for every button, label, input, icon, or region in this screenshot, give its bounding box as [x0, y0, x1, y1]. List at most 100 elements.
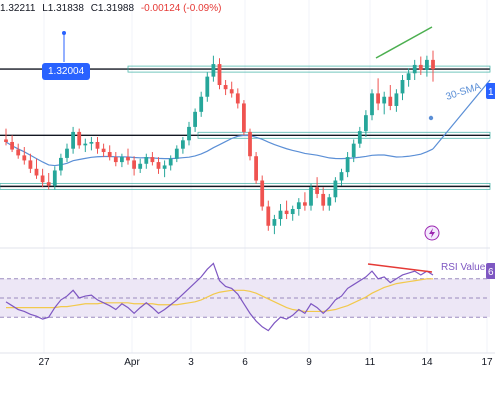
- candle: [364, 115, 368, 132]
- ohlc-open: 1.32211: [0, 3, 36, 14]
- candle: [382, 96, 387, 104]
- candle: [351, 143, 356, 158]
- candle: [59, 157, 63, 171]
- trend-line-green: [375, 26, 433, 59]
- x-tick-label: 17: [481, 357, 493, 368]
- candle: [156, 162, 161, 169]
- ohlc-readout: 1.32211 L1.31838 C1.31988 -0.00124 (-0.0…: [0, 3, 225, 14]
- candle: [376, 93, 380, 104]
- candle: [126, 157, 130, 161]
- x-tick-label: 6: [242, 357, 248, 368]
- candle: [345, 157, 350, 173]
- candle: [199, 96, 204, 112]
- candle: [211, 64, 216, 77]
- candle: [144, 157, 149, 164]
- candle: [278, 210, 283, 220]
- candle: [28, 160, 33, 169]
- x-tick-label: 11: [365, 357, 376, 368]
- ohlc-low: L1.31838: [42, 3, 84, 14]
- x-tick-label: 27: [38, 357, 50, 368]
- candle: [132, 160, 136, 169]
- candle: [229, 89, 234, 94]
- rsi-value-tag-text: 6: [488, 267, 494, 278]
- x-tick-label: 9: [306, 357, 312, 368]
- candle: [370, 93, 374, 116]
- sr-zone-1: [127, 65, 491, 73]
- ohlc-close: C1.31988: [90, 3, 135, 14]
- candle: [181, 140, 185, 149]
- ohlc-change: -0.00124 (-0.09%): [140, 3, 222, 14]
- candle: [107, 152, 112, 158]
- candle: [223, 85, 228, 90]
- candle: [162, 165, 167, 169]
- candle: [22, 155, 27, 161]
- candle: [315, 187, 319, 194]
- candle: [290, 209, 295, 215]
- candle: [40, 175, 45, 183]
- rsi-line: [5, 262, 434, 332]
- candle: [296, 202, 301, 210]
- rsi-value-tag: [486, 263, 495, 279]
- candle: [217, 64, 222, 86]
- candle: [339, 172, 344, 181]
- x-tick-label: 14: [421, 357, 433, 368]
- candle: [412, 64, 417, 74]
- candle: [406, 73, 411, 80]
- candle: [101, 148, 106, 153]
- rsi-label: RSI Value: [441, 262, 486, 273]
- candle: [10, 141, 14, 150]
- candle: [235, 93, 240, 104]
- sma-line: [5, 134, 434, 167]
- candle: [95, 141, 100, 149]
- candle: [309, 187, 313, 206]
- candle: [418, 64, 423, 70]
- candle: [333, 180, 338, 198]
- candle: [272, 219, 277, 226]
- candle: [4, 139, 8, 142]
- candle: [174, 148, 179, 159]
- candle: [187, 126, 191, 141]
- candle: [242, 103, 246, 132]
- rsi-ma-line: [6, 278, 433, 313]
- sma-price-tag-text: 1: [488, 87, 494, 98]
- callout-dot: [62, 31, 66, 35]
- candle: [71, 131, 75, 149]
- sma-extension: [432, 79, 491, 150]
- x-tick-label: Apr: [124, 357, 140, 368]
- candle: [248, 131, 252, 157]
- candle: [284, 210, 289, 215]
- sma-price-tag: [486, 83, 495, 99]
- candle: [120, 157, 124, 163]
- candle: [46, 182, 51, 186]
- candle: [113, 157, 118, 163]
- sma-marker: [428, 115, 434, 121]
- sr-zone-3: [0, 182, 491, 190]
- price-callout: 1.32004: [42, 63, 91, 80]
- candle: [394, 93, 399, 106]
- candle: [168, 158, 173, 166]
- candle: [357, 131, 362, 144]
- candle: [425, 59, 429, 70]
- candle: [205, 76, 210, 97]
- candle: [83, 143, 88, 146]
- candle: [52, 170, 57, 186]
- candle: [16, 149, 21, 156]
- candle: [77, 131, 82, 146]
- candle: [65, 148, 69, 158]
- candle: [260, 180, 265, 207]
- sr-zone-2: [197, 131, 491, 139]
- candle: [254, 156, 258, 181]
- candle: [388, 96, 393, 106]
- candle: [327, 197, 332, 206]
- candle: [303, 202, 307, 206]
- candle: [193, 111, 197, 127]
- rsi-divergence-line: [367, 263, 433, 273]
- candle: [138, 163, 143, 169]
- x-tick-label: 3: [188, 357, 194, 368]
- candle: [89, 141, 94, 144]
- lightning-icon: [429, 228, 435, 238]
- candle: [400, 79, 405, 94]
- candle: [431, 59, 435, 70]
